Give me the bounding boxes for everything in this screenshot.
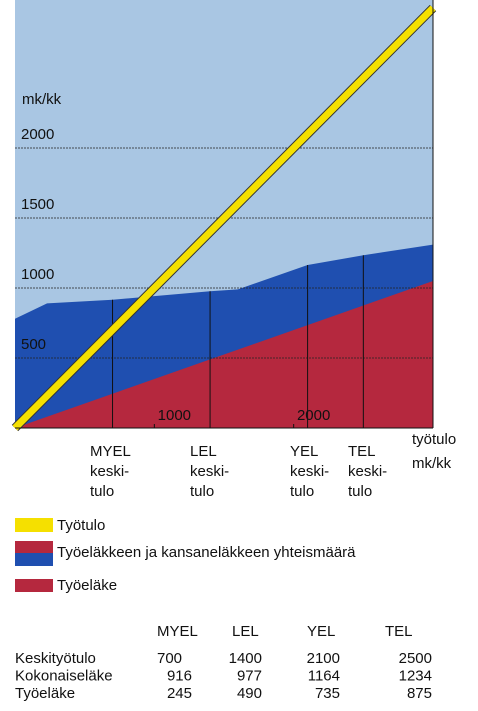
table-header: LEL [232, 623, 259, 640]
table-cell: 916 [167, 667, 192, 684]
category-label: keski- [90, 463, 129, 480]
y-unit: mk/kk [22, 91, 62, 108]
legend-swatch [15, 553, 53, 566]
table-header: TEL [385, 623, 413, 640]
category-label: keski- [290, 463, 329, 480]
category-label: tulo [190, 483, 214, 500]
area [15, 281, 433, 428]
x-axis-label: työtulo [412, 431, 456, 448]
category-label: LEL [190, 443, 217, 460]
line [12, 5, 436, 431]
table-cell: 245 [167, 685, 192, 702]
legend-label: Työeläkkeen ja kansaneläkkeen yhteismäär… [57, 544, 356, 561]
table-cell: 2100 [307, 650, 340, 667]
table-cell: 1164 [308, 667, 340, 684]
legend-swatch [15, 541, 53, 553]
category-label: keski- [348, 463, 387, 480]
table-cell: 490 [237, 685, 262, 702]
table-row-label: Kokonaiseläke [15, 667, 113, 684]
category-label: tulo [90, 483, 114, 500]
table-row-label: Työeläke [15, 685, 75, 702]
y-tick-label: 500 [21, 336, 46, 353]
y-tick-label: 1500 [21, 196, 54, 213]
legend-label: Työtulo [57, 517, 105, 534]
y-tick-label: 1000 [21, 266, 54, 283]
x-axis-label: mk/kk [412, 455, 452, 472]
category-label: TEL [348, 443, 376, 460]
table-header: YEL [307, 623, 335, 640]
table-cell: 2500 [399, 650, 432, 667]
y-tick-label: 2000 [21, 126, 54, 143]
table-header: MYEL [157, 623, 198, 640]
category-label: YEL [290, 443, 318, 460]
table-cell: 1400 [229, 650, 262, 667]
table-cell: 875 [407, 685, 432, 702]
table-cell: 1234 [399, 667, 432, 684]
legend-swatch [15, 518, 53, 532]
x-tick-label: 2000 [297, 407, 330, 424]
x-tick-label: 1000 [158, 407, 191, 424]
category-label: tulo [348, 483, 372, 500]
legend-swatch [15, 579, 53, 592]
table-cell: 977 [237, 667, 262, 684]
table-cell: 735 [315, 685, 340, 702]
legend-label: Työeläke [57, 577, 117, 594]
table-cell: 700 [157, 650, 182, 667]
category-label: MYEL [90, 443, 131, 460]
category-label: keski- [190, 463, 229, 480]
category-label: tulo [290, 483, 314, 500]
table-row-label: Keskityötulo [15, 650, 96, 667]
